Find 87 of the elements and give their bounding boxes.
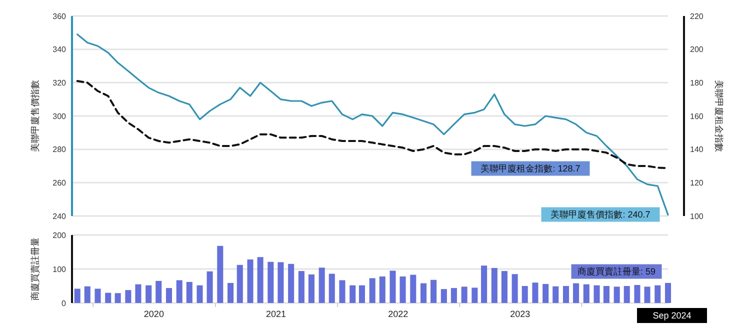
bar	[461, 286, 468, 303]
bar	[654, 285, 661, 303]
bar	[644, 286, 650, 303]
bar	[379, 276, 386, 303]
bar	[624, 286, 630, 303]
bar	[552, 286, 559, 303]
y-tick-label: 300	[52, 112, 67, 121]
bar	[472, 288, 478, 303]
annotation: 商廈買賣註冊量: 59	[577, 266, 656, 277]
y-tick-label: 280	[52, 145, 67, 154]
bar	[339, 280, 346, 303]
bar	[573, 283, 580, 303]
annotation: 美聯甲廈售價指數: 240.7	[550, 210, 650, 220]
y2-tick-label: 100	[690, 212, 704, 221]
bar	[481, 266, 488, 303]
bar	[228, 282, 234, 303]
y2-tick-label: 120	[690, 178, 704, 188]
bar	[166, 288, 172, 303]
bar	[603, 286, 610, 303]
y-tick-label: 100	[52, 264, 67, 274]
bar	[369, 278, 376, 303]
y-tick-label: 340	[52, 45, 67, 54]
bar	[390, 270, 396, 303]
bar	[542, 284, 549, 303]
bar	[217, 246, 224, 303]
y2-tick-label: 200	[690, 45, 704, 54]
y-tick-label: 0	[62, 298, 67, 308]
bar	[522, 286, 528, 303]
y2-tick-label: 160	[690, 112, 704, 121]
bar	[84, 286, 90, 303]
bar	[156, 280, 162, 303]
y2-tick-label: 220	[690, 12, 704, 21]
bar	[308, 274, 314, 303]
bar	[400, 276, 406, 303]
bar	[532, 282, 538, 303]
bar	[278, 262, 284, 303]
bar	[501, 271, 508, 303]
bar	[614, 286, 620, 303]
y-axis-title: 商廈買賣註冊量	[30, 238, 40, 300]
text: Sep 2024	[652, 310, 692, 321]
y-tick-label: 200	[52, 230, 67, 240]
y-axis-title: 美聯甲廈售價指數	[30, 80, 40, 152]
bar	[491, 268, 498, 303]
bar	[430, 280, 437, 303]
bar	[450, 288, 457, 303]
y-tick-label: 320	[52, 78, 67, 88]
bar	[664, 282, 672, 303]
x-tick-label: 2020	[144, 309, 164, 319]
bar	[328, 274, 335, 303]
x-tick-label: 2021	[266, 309, 286, 319]
bar	[634, 284, 640, 303]
bar	[94, 288, 101, 303]
bar	[74, 288, 80, 303]
bar	[268, 262, 274, 303]
y-tick-label: 240	[52, 212, 67, 221]
bar	[125, 290, 132, 303]
bar	[512, 274, 518, 303]
annotation: 美聯甲廈租金指數: 128.7	[480, 164, 580, 174]
y-tick-label: 360	[52, 12, 67, 21]
bar	[247, 259, 254, 303]
bar	[440, 289, 447, 303]
bar	[176, 280, 182, 303]
bar	[420, 283, 427, 303]
x-tick-label: 2023	[510, 309, 530, 319]
bar	[236, 264, 243, 303]
bar	[114, 293, 121, 303]
bar	[186, 282, 192, 303]
bar	[350, 285, 356, 303]
bar	[288, 264, 294, 303]
bar	[196, 285, 203, 303]
bar	[135, 284, 142, 303]
bar	[206, 271, 213, 303]
bar	[410, 274, 416, 303]
y2-tick-label: 140	[690, 145, 704, 154]
bar	[298, 271, 304, 303]
bar	[318, 268, 325, 303]
bar	[146, 285, 152, 303]
bar	[257, 257, 264, 303]
x-tick-label: 2022	[388, 309, 408, 319]
y2-tick-label: 180	[690, 78, 704, 88]
bar	[583, 284, 590, 303]
y-tick-label: 260	[52, 178, 67, 188]
y2-axis-title: 美聯甲廈租金指數	[714, 80, 724, 152]
bar	[358, 285, 365, 303]
bar	[105, 292, 112, 303]
bar	[594, 285, 600, 303]
bar	[562, 286, 569, 303]
